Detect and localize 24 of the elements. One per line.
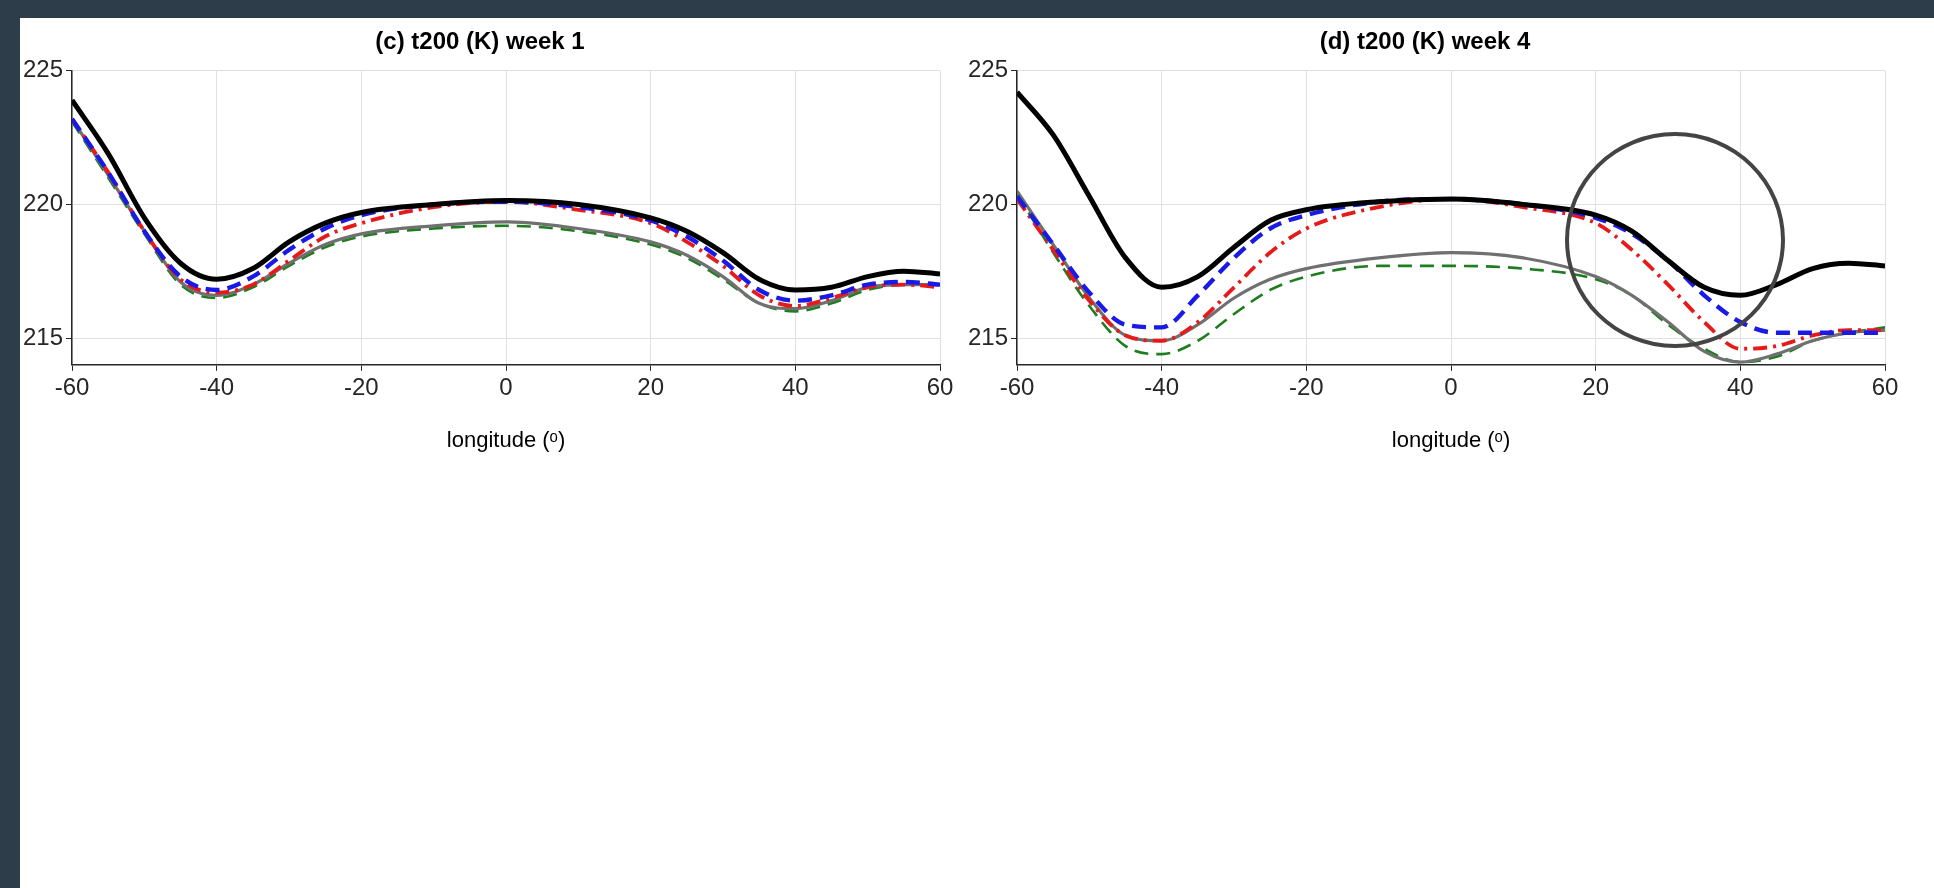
x-tick-label: -60 [999, 372, 1035, 400]
x-tick-label: 60 [1871, 372, 1899, 400]
x-tick-label: -40 [1144, 372, 1180, 400]
x-axis-title: longitude (ᵒ) [1391, 426, 1511, 452]
y-tick-label: 225 [23, 55, 64, 83]
x-tick-label: 0 [499, 372, 513, 400]
chart-title: (c) t200 (K) week 1 [375, 27, 585, 55]
x-axis-title: longitude (ᵒ) [446, 426, 566, 452]
x-tick-label: -20 [1289, 372, 1324, 400]
x-tick-label: 60 [926, 372, 954, 400]
x-tick-label: -20 [344, 372, 379, 400]
y-tick-label: 225 [968, 55, 1009, 83]
x-tick-label: 20 [1582, 372, 1610, 400]
x-tick-label: -40 [199, 372, 235, 400]
x-tick-label: 40 [781, 372, 809, 400]
x-tick-label: -60 [54, 372, 90, 400]
x-tick-label: 40 [1726, 372, 1754, 400]
y-tick-label: 220 [968, 189, 1009, 217]
y-tick-label: 215 [23, 322, 64, 350]
y-tick-label: 215 [968, 322, 1009, 350]
x-tick-label: 20 [637, 372, 665, 400]
y-tick-label: 220 [23, 189, 64, 217]
x-tick-label: 0 [1444, 372, 1458, 400]
chart-title: (d) t200 (K) week 4 [1319, 27, 1532, 55]
